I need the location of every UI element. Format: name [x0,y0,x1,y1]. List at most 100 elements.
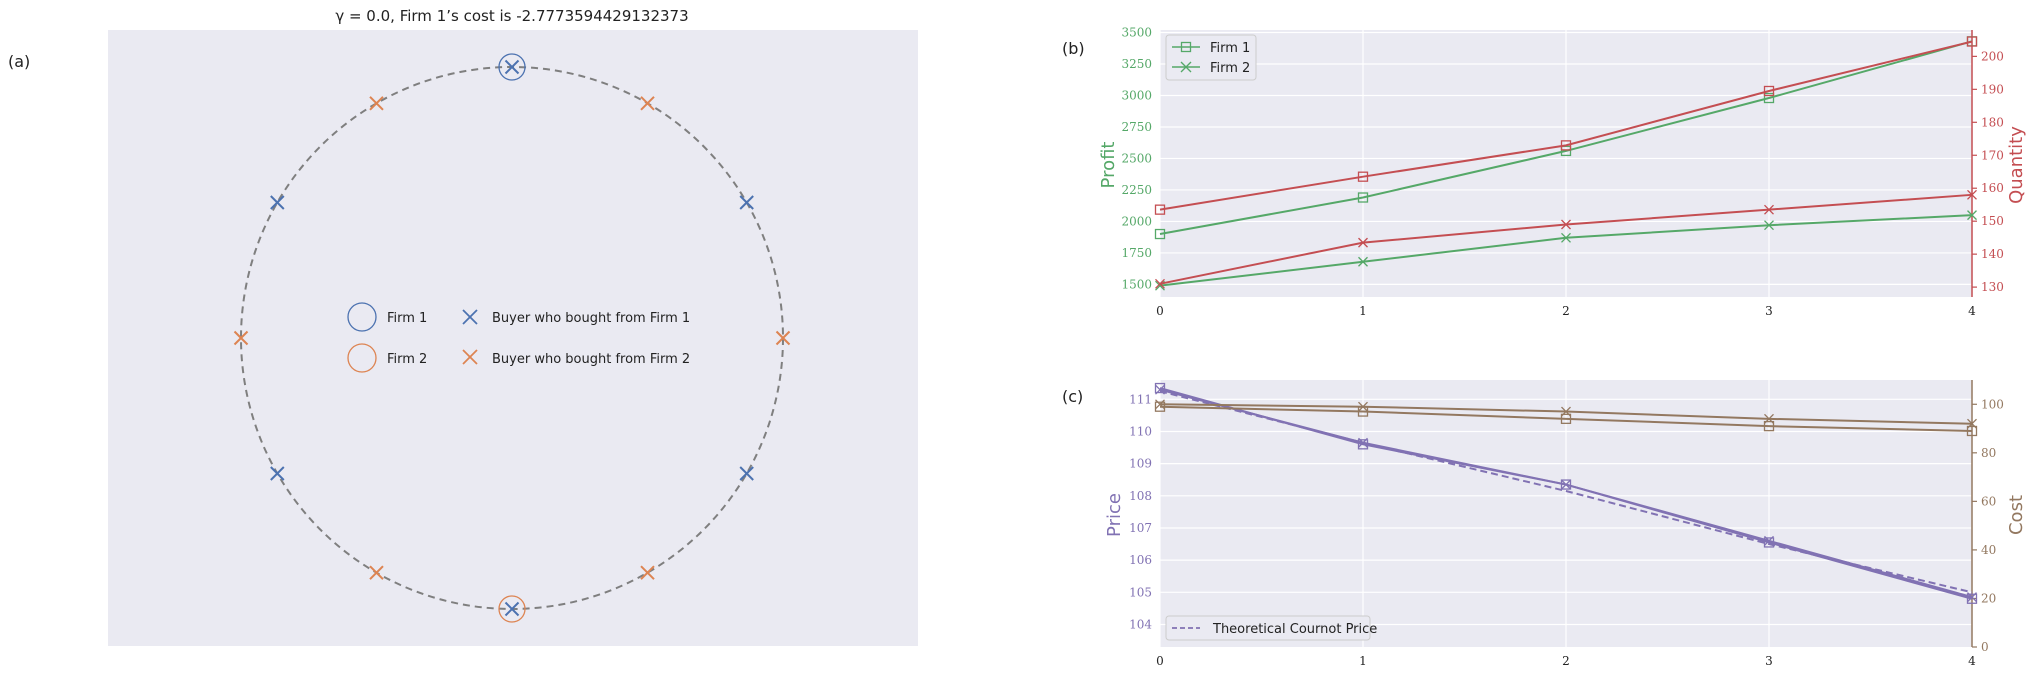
c-series-2-line [1159,390,1973,594]
b-ytick-right-6: 190 [1981,82,2004,96]
b-ytick-left-4: 2500 [1121,151,1152,165]
panel-b-grid [1159,30,1973,297]
legend-b-firm2-marker [1180,61,1192,73]
c-ytick-left-6: 110 [1129,424,1152,438]
c-series-4-point-2 [1561,406,1571,417]
c-ytick-left-3: 107 [1129,521,1152,535]
buyer-marker-3 [775,330,791,346]
legend-buyer2-marker [462,349,478,365]
legend-firm1-marker [347,302,377,332]
legend-c-cournot-label: Theoretical Cournot Price [1212,622,1377,637]
legend-b-firm1-label: Firm 1 [1210,41,1250,56]
panel-b-ylabel-right: Quantity [2006,126,2027,204]
panel-c-legend: Theoretical Cournot Price [1165,615,1377,641]
panel-c-legend-box [1165,615,1371,641]
b-xtick-2: 2 [1562,304,1570,318]
b-series-2-point-2 [1560,140,1572,151]
panel-a: γ = 0.0, Firm 1’s cost is -2.77735944291… [108,7,918,646]
buyer-markers [233,59,791,617]
buyer-marker-11 [369,96,384,111]
c-ytick-left-5: 109 [1129,457,1152,471]
panel-a-legend: Firm 1 Firm 2 Buyer who bought from Firm… [347,302,690,373]
c-series-4-point-0 [1155,399,1165,410]
c-series-3-line [1159,405,1973,432]
b-ytick-right-7: 200 [1981,49,2004,63]
b-series-3-point-0 [1155,278,1165,289]
legend-b-firm1-marker [1180,41,1192,53]
c-xtick-1: 1 [1359,654,1367,668]
buyer-marker-10 [270,195,285,210]
c-xtick-2: 2 [1562,654,1570,668]
b-series-1-point-2 [1561,232,1571,243]
b-series-0-point-1 [1357,192,1369,203]
buyer-marker-4 [739,466,754,481]
panel-a-background [108,30,918,646]
b-series-1-point-4 [1967,210,1977,221]
b-series-2-point-4 [1966,36,1978,47]
buyer-marker-0 [504,59,520,75]
b-series-0-line [1159,40,1973,236]
b-series-0-point-3 [1763,92,1775,104]
b-ytick-left-5: 2750 [1121,120,1152,134]
b-ytick-left-0: 1500 [1121,277,1152,291]
b-ytick-right-0: 130 [1981,280,2004,294]
legend-firm2-marker [347,343,377,373]
b-xtick-4: 4 [1968,304,1976,318]
c-series-1-point-2 [1561,479,1571,490]
c-ytick-left-1: 105 [1129,585,1152,599]
c-xtick-4: 4 [1968,654,1976,668]
c-series-4-point-4 [1967,418,1977,429]
legend-b-firm2-label: Firm 2 [1210,61,1250,76]
b-series-0-point-0 [1154,228,1166,240]
b-series-1-point-1 [1358,256,1368,267]
c-series-1-point-4 [1967,592,1977,603]
buyer-marker-7 [369,565,384,580]
panel-label-c: (c) [1062,387,1083,406]
b-series-3-point-2 [1561,219,1571,230]
buyer-marker-5 [640,565,655,580]
b-ytick-left-1: 1750 [1121,246,1152,260]
c-series-0-point-0 [1154,382,1166,394]
b-ytick-left-8: 3500 [1121,26,1152,40]
b-ytick-left-2: 2000 [1121,214,1152,228]
b-series-3-point-3 [1764,204,1774,215]
c-ytick-right-3: 60 [1981,494,1996,508]
c-ytick-left-7: 111 [1129,392,1152,406]
b-series-2-point-1 [1357,171,1369,182]
panel-c-axes: 0 1 2 3 4 104 105 106 107 108 109 110 111 0 20 40 60 80 10… [1129,380,2004,668]
c-series-3-point-2 [1560,413,1572,424]
b-ytick-right-1: 140 [1981,247,2004,261]
firm-markers [498,53,526,623]
b-series-2-line [1159,40,1973,211]
panel-c-ylabel-right: Cost [2006,495,2027,535]
c-series-4-point-1 [1358,401,1368,412]
c-ytick-left-0: 104 [1129,617,1152,631]
panel-a-title: γ = 0.0, Firm 1’s cost is -2.77735944291… [335,7,688,25]
c-ytick-left-4: 108 [1129,489,1152,503]
c-ytick-right-1: 20 [1981,591,1996,605]
c-ytick-right-0: 0 [1981,640,1989,654]
b-ytick-left-6: 3000 [1121,88,1152,102]
c-xtick-3: 3 [1765,654,1773,668]
firm-marker-2 [498,595,526,623]
legend-firm1-label: Firm 1 [387,311,427,326]
legend-buyer2-label: Buyer who bought from Firm 2 [492,352,690,367]
buyer-marker-6 [504,601,520,617]
b-series-0-point-2 [1560,145,1572,157]
legend-buyer1-marker [462,309,478,325]
buyer-marker-8 [270,466,285,481]
buyer-marker-9 [233,330,249,346]
panel-b-legend: Firm 1 Firm 2 [1165,34,1257,81]
panel-b-axes: 0 1 2 3 4 1500 1750 2000 2250 2500 2750 3000 3250 350… [1121,26,2003,318]
panel-label-a: (a) [8,52,30,71]
panel-b: 0 1 2 3 4 1500 1750 2000 2250 2500 2750 3000 3250 350… [1098,26,2027,318]
buyer-marker-1 [640,96,655,111]
c-series-4-point-3 [1764,413,1774,424]
c-xtick-0: 0 [1156,654,1164,668]
panel-b-series [1154,36,1978,291]
b-series-1-point-3 [1764,220,1774,231]
b-ytick-right-5: 180 [1981,115,2004,129]
buyer-marker-2 [739,195,754,210]
panel-c-series [1154,382,1978,604]
